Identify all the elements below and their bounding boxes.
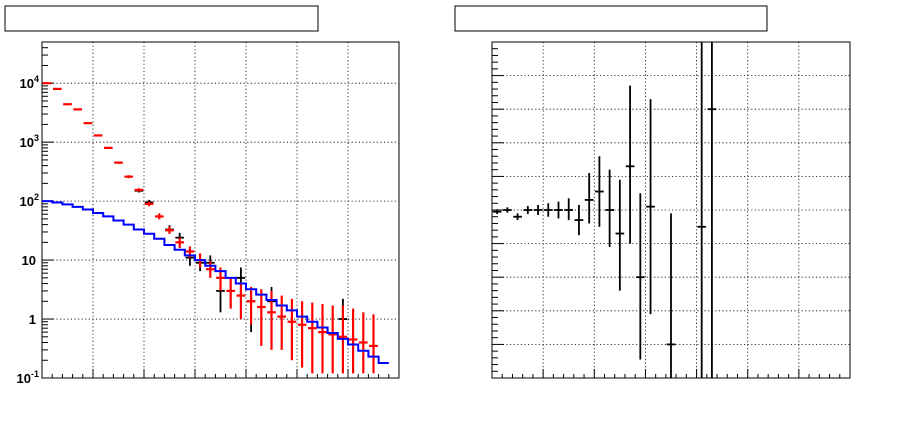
title-box bbox=[454, 5, 768, 32]
data-layer bbox=[492, 42, 717, 378]
y-tick-base: 10 bbox=[20, 135, 34, 150]
residuals-panel bbox=[454, 5, 851, 379]
y-tick-exponent: 3 bbox=[34, 133, 39, 143]
y-tick-base: 10 bbox=[17, 371, 31, 386]
y-tick-exponent: 4 bbox=[34, 74, 39, 84]
y-tick-label: 102 bbox=[20, 192, 39, 209]
y-tick-exponent: -1 bbox=[31, 369, 39, 379]
data-layer bbox=[42, 82, 389, 374]
title-box bbox=[4, 5, 319, 32]
model-step-line bbox=[42, 200, 389, 364]
y-tick-label: 1 bbox=[29, 312, 36, 327]
plot-frame bbox=[41, 41, 400, 379]
y-tick-label: 104 bbox=[20, 74, 39, 91]
y-tick-exponent: 2 bbox=[34, 192, 39, 202]
y-tick-label: 103 bbox=[20, 133, 39, 150]
y-tick-base: 10 bbox=[20, 76, 34, 91]
y-tick-label: 10 bbox=[22, 253, 36, 268]
y-tick-base: 10 bbox=[20, 194, 34, 209]
y-tick-label: 10-1 bbox=[17, 369, 39, 386]
